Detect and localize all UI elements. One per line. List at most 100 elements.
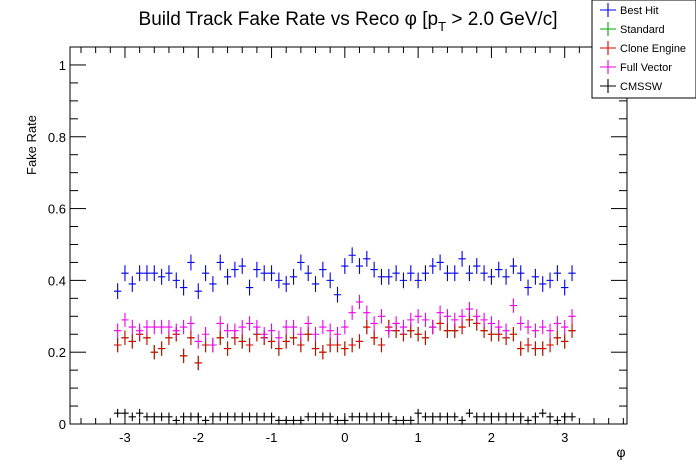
- x-tick-label: 2: [488, 430, 495, 445]
- data-point: [451, 412, 459, 422]
- data-point: [275, 330, 283, 346]
- data-point: [509, 327, 518, 342]
- data-point: [231, 412, 239, 422]
- data-point: [355, 334, 364, 349]
- data-point: [319, 412, 327, 422]
- data-point: [128, 276, 136, 292]
- data-point: [282, 319, 290, 335]
- data-point: [150, 265, 158, 282]
- x-tick-label: 0: [341, 430, 348, 445]
- data-point: [531, 412, 540, 422]
- data-point: [421, 265, 430, 282]
- data-point: [245, 316, 254, 331]
- legend-marker: [600, 60, 616, 74]
- data-point: [451, 312, 459, 328]
- data-point: [194, 355, 202, 371]
- data-point: [238, 258, 246, 274]
- data-point: [385, 412, 393, 422]
- x-tick-label: -3: [119, 430, 131, 445]
- data-point: [553, 265, 562, 282]
- data-point: [458, 250, 466, 267]
- data-point: [341, 258, 349, 274]
- x-tick-label: 1: [415, 430, 422, 445]
- data-point: [113, 337, 122, 353]
- data-point: [238, 319, 246, 335]
- data-point: [561, 279, 569, 296]
- legend-label: Best Hit: [620, 5, 659, 17]
- data-point: [553, 316, 562, 331]
- data-point: [194, 283, 202, 300]
- legend-label: CMSSW: [620, 81, 663, 93]
- legend-box: [591, 0, 696, 99]
- data-point: [465, 265, 474, 282]
- y-tick-label: 0: [59, 417, 66, 432]
- series-best-hit: [113, 247, 576, 303]
- legend-entry: Full Vector: [600, 60, 672, 74]
- x-tick-label: 3: [561, 430, 568, 445]
- data-point: [414, 327, 422, 342]
- data-point: [187, 412, 195, 422]
- data-point: [150, 319, 158, 335]
- data-point: [311, 327, 320, 342]
- legend-entry: Best Hit: [600, 3, 659, 17]
- data-point: [172, 416, 180, 425]
- data-point: [370, 330, 378, 346]
- y-tick-label: 0.4: [48, 273, 66, 288]
- data-point: [517, 265, 525, 282]
- data-point: [201, 327, 210, 342]
- data-point: [385, 268, 393, 285]
- axis-tick-labels: -3 -2 -1 0 1 2 3 0 0.2 0.4 0.6 0.8 1: [48, 58, 568, 445]
- data-point: [348, 247, 356, 264]
- x-axis-label: φ: [616, 444, 625, 460]
- data-point: [216, 412, 224, 422]
- data-point: [407, 265, 415, 282]
- title-open: [p: [417, 9, 438, 30]
- data-point: [113, 408, 122, 418]
- y-axis-label: Fake Rate: [24, 115, 39, 175]
- data-point: [553, 416, 562, 425]
- data-point: [546, 323, 554, 338]
- legend-marker: [600, 22, 616, 36]
- title-close: > 2.0 GeV/c]: [446, 9, 557, 30]
- data-point: [509, 298, 518, 313]
- data-point: [546, 412, 554, 422]
- data-point: [443, 265, 452, 282]
- data-point: [355, 258, 364, 274]
- data-point: [289, 319, 298, 335]
- data-point: [407, 416, 415, 425]
- data-point: [363, 412, 371, 422]
- data-point: [436, 305, 444, 320]
- data-point: [253, 261, 261, 278]
- series-cmssw: [113, 408, 576, 425]
- data-point: [458, 309, 466, 324]
- data-point: [201, 416, 210, 425]
- data-point: [348, 337, 356, 353]
- data-point: [370, 316, 378, 331]
- data-point: [209, 337, 217, 353]
- legend-marker: [600, 41, 616, 55]
- data-point: [399, 416, 408, 425]
- data-point: [179, 348, 188, 363]
- data-point: [157, 341, 166, 356]
- data-point: [333, 416, 342, 425]
- series-full-vector: [113, 294, 576, 353]
- data-point: [245, 279, 254, 296]
- data-point: [414, 408, 422, 418]
- data-point: [553, 330, 562, 346]
- data-point: [377, 268, 386, 285]
- data-point: [399, 272, 408, 289]
- data-point: [414, 272, 422, 289]
- data-point: [275, 272, 283, 289]
- data-point: [223, 412, 232, 422]
- data-point: [223, 268, 232, 285]
- data-point: [304, 412, 312, 422]
- data-point: [363, 319, 371, 335]
- data-point: [539, 319, 547, 335]
- data-point: [355, 412, 364, 422]
- data-point: [216, 330, 224, 346]
- data-point: [487, 316, 496, 331]
- data-point: [421, 330, 430, 346]
- data-point: [179, 319, 188, 335]
- data-point: [128, 334, 136, 349]
